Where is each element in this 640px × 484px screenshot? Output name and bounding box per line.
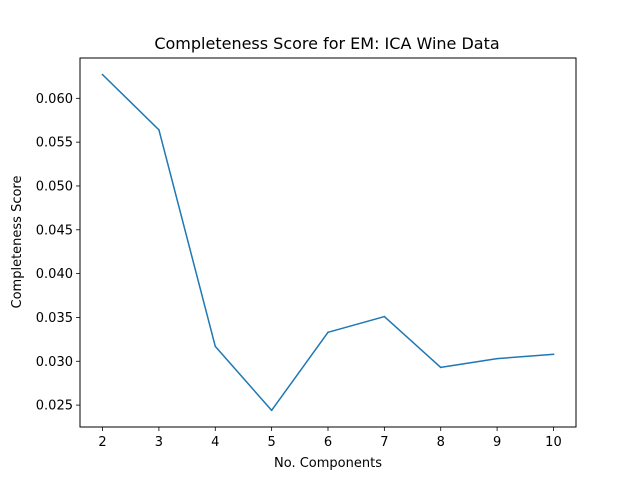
data-point xyxy=(383,315,386,318)
x-axis-label: No. Components xyxy=(274,456,382,471)
y-tick-label: 0.050 xyxy=(36,179,73,194)
data-point xyxy=(270,409,273,412)
y-tick-label: 0.055 xyxy=(36,136,73,151)
data-point xyxy=(496,357,498,360)
x-axis: 2 3 4 5 6 7 8 9 10 xyxy=(98,427,562,450)
x-tick-label: 9 xyxy=(493,435,501,450)
data-point xyxy=(214,345,217,348)
series-line xyxy=(101,73,555,412)
x-tick-label: 5 xyxy=(267,435,275,450)
x-tick-label: 2 xyxy=(98,435,106,450)
data-point xyxy=(439,366,442,369)
y-tick-label: 0.045 xyxy=(36,223,73,238)
y-tick-label: 0.035 xyxy=(36,311,73,326)
data-point xyxy=(101,73,104,76)
data-point xyxy=(552,353,555,356)
plot-frame xyxy=(79,57,577,428)
y-axis: 0.025 0.030 0.035 0.040 0.045 0.050 0.055 0.060 xyxy=(36,92,80,414)
x-tick-label: 7 xyxy=(380,435,388,450)
x-tick-label: 4 xyxy=(211,435,219,450)
x-tick-label: 6 xyxy=(324,435,332,450)
data-point xyxy=(158,129,160,131)
x-tick-label: 3 xyxy=(155,435,163,450)
chart-title: Completeness Score for EM: ICA Wine Data xyxy=(154,34,499,53)
x-tick-label: 8 xyxy=(437,435,445,450)
data-point xyxy=(327,331,329,334)
y-tick-label: 0.040 xyxy=(36,267,73,282)
x-tick-label: 10 xyxy=(545,435,562,450)
y-tick-label: 0.030 xyxy=(36,355,73,370)
y-tick-label: 0.060 xyxy=(36,92,73,107)
y-axis-label: Completeness Score xyxy=(10,176,25,309)
plot-area xyxy=(101,73,555,412)
y-tick-label: 0.025 xyxy=(36,399,73,414)
